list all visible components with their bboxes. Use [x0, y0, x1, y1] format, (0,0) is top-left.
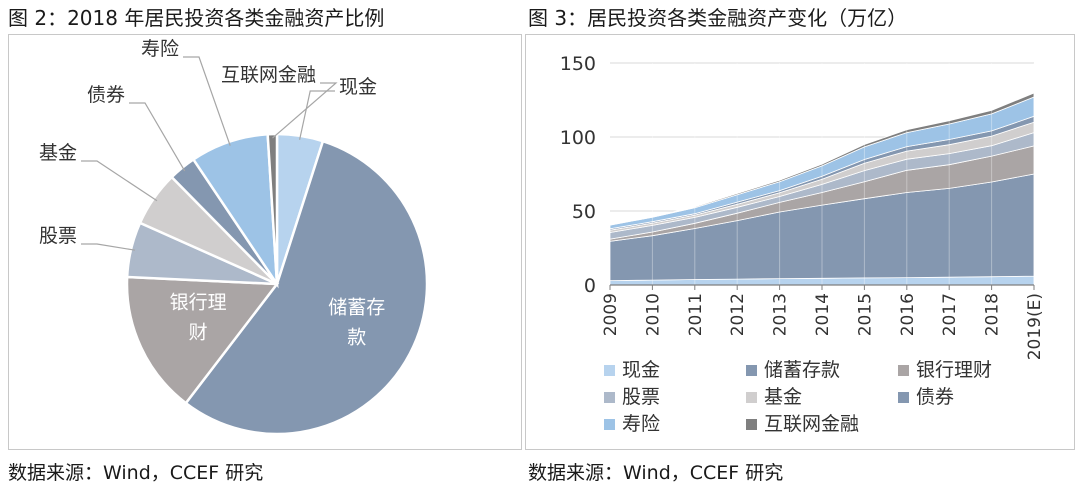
pie-label-寿险: 寿险 — [141, 38, 179, 60]
x-tick-label: 2016 — [898, 293, 918, 336]
x-tick-label: 2015 — [855, 293, 875, 336]
pie-chart-panel: 现金储蓄存款 银行理财 股票 基金 债券 寿险互联网金融 — [8, 34, 522, 450]
x-tick-label: 2013 — [771, 293, 791, 336]
pie-leader-现金 — [299, 90, 335, 140]
pie-label-股票: 股票 — [39, 225, 77, 247]
pie-leader-互联网金融 — [272, 82, 338, 139]
legend-label-股票: 股票 — [622, 386, 660, 408]
x-tick-label: 2018 — [983, 293, 1003, 336]
pie-label-现金: 现金 — [339, 76, 377, 98]
y-tick-label: 50 — [572, 201, 596, 223]
area-chart: 0 50 100 150 2009 2010 2011 2012 2013 2014 2015 201… — [560, 53, 1045, 435]
pie-label-基金: 基金 — [39, 142, 77, 164]
area-series-互联网金融 — [609, 92, 1035, 226]
legend-label-基金: 基金 — [764, 386, 802, 408]
pie-label-银行理财: 银行理财 — [170, 292, 227, 344]
y-tick-label: 100 — [560, 127, 596, 149]
pie-label-互联网金融: 互联网金融 — [221, 64, 316, 86]
pie-leader-寿险 — [183, 56, 231, 146]
x-tick-label: 2012 — [728, 293, 748, 336]
x-tick-label: 2019(E) — [1025, 293, 1045, 360]
left-figure-title: 图 2：2018 年居民投资各类金融资产比例 — [8, 6, 385, 30]
pie-leader-债券 — [129, 102, 186, 172]
right-data-source: 数据来源：Wind，CCEF 研究 — [528, 462, 784, 484]
legend-swatch-互联网金融 — [746, 419, 757, 430]
area-chart-panel: 0 50 100 150 2009 2010 2011 2012 2013 2014 2015 201… — [525, 34, 1075, 450]
legend-label-银行理财: 银行理财 — [916, 359, 992, 381]
legend-label-寿险: 寿险 — [622, 413, 660, 435]
legend-swatch-银行理财 — [898, 365, 909, 376]
legend-label-现金: 现金 — [622, 359, 660, 381]
x-tick-label: 2017 — [940, 293, 960, 336]
x-tick-label: 2014 — [813, 293, 833, 336]
legend-label-债券: 债券 — [916, 386, 954, 408]
y-tick-label: 150 — [560, 53, 596, 75]
legend-swatch-寿险 — [604, 419, 615, 430]
legend-label-互联网金融: 互联网金融 — [764, 413, 859, 435]
x-tick-label: 2010 — [643, 293, 663, 336]
pie-leader-基金 — [81, 160, 158, 202]
legend-swatch-基金 — [746, 392, 757, 403]
right-figure-title: 图 3：居民投资各类金融资产变化（万亿） — [528, 6, 908, 30]
pie-slice-储蓄存款 — [184, 139, 429, 436]
pie-slice-银行理财 — [125, 275, 280, 405]
legend-label-储蓄存款: 储蓄存款 — [764, 359, 840, 381]
x-tick-label: 2011 — [686, 293, 706, 336]
pie-label-储蓄存款: 储蓄存款 — [328, 297, 385, 349]
legend-swatch-债券 — [898, 392, 909, 403]
y-tick-label: 0 — [584, 275, 596, 297]
legend-swatch-股票 — [604, 392, 615, 403]
left-data-source: 数据来源：Wind，CCEF 研究 — [8, 462, 264, 484]
legend-swatch-现金 — [604, 365, 615, 376]
pie-leader-股票 — [81, 243, 136, 251]
pie-label-债券: 债券 — [87, 84, 125, 106]
legend-swatch-储蓄存款 — [746, 365, 757, 376]
x-tick-label: 2009 — [601, 293, 621, 336]
